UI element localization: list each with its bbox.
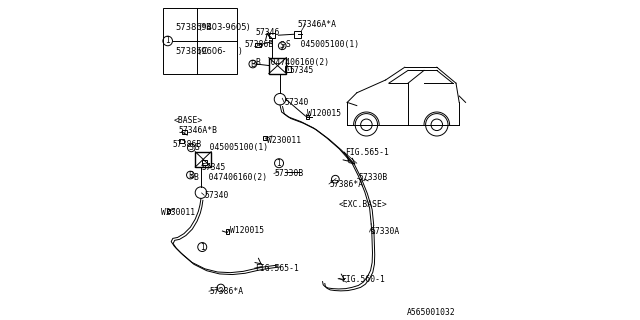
Text: 57330B: 57330B [275, 169, 304, 178]
Text: W120015: W120015 [230, 226, 264, 235]
Text: W230011: W230011 [161, 208, 195, 217]
Bar [285, 66, 291, 72]
Text: 57346A*A: 57346A*A [298, 20, 337, 28]
Text: A565001032: A565001032 [406, 308, 455, 317]
Text: 57345: 57345 [290, 66, 314, 75]
Bar [195, 152, 211, 167]
Text: 57340: 57340 [205, 191, 229, 200]
Bar [182, 130, 187, 134]
Text: W120015: W120015 [307, 109, 341, 118]
Text: 1: 1 [276, 159, 282, 168]
Text: (9606-     ): (9606- ) [198, 47, 242, 56]
Text: FIG.565-1: FIG.565-1 [345, 148, 389, 156]
Bar [226, 229, 230, 234]
Bar [306, 115, 310, 119]
Text: FIG.565-1: FIG.565-1 [255, 264, 299, 273]
Text: B: B [188, 171, 193, 180]
Text: S  045005100(1): S 045005100(1) [285, 40, 359, 49]
Bar [294, 31, 301, 38]
Text: 57386*A: 57386*A [330, 180, 364, 188]
Text: B: B [250, 60, 255, 68]
Text: 57330A: 57330A [371, 228, 400, 236]
Bar [264, 136, 267, 140]
Bar [202, 160, 207, 165]
Text: <EXC.BASE>: <EXC.BASE> [339, 200, 387, 209]
Text: 57340: 57340 [285, 98, 309, 107]
Text: S  045005100(1): S 045005100(1) [195, 143, 268, 152]
Text: W230011: W230011 [267, 136, 301, 145]
Text: 57386*B: 57386*B [175, 23, 212, 32]
Text: S: S [280, 41, 285, 50]
Text: <BASE>: <BASE> [173, 116, 203, 124]
Bar [179, 139, 184, 143]
Bar [269, 33, 275, 38]
Text: 57346A*B: 57346A*B [179, 126, 218, 135]
Text: 57386*A: 57386*A [210, 287, 244, 296]
Bar [255, 43, 261, 47]
Bar [167, 209, 170, 213]
Text: S: S [189, 143, 194, 152]
Text: (9403-9605): (9403-9605) [198, 23, 250, 32]
Text: 57386B: 57386B [172, 140, 202, 148]
Text: 57346: 57346 [255, 28, 280, 36]
Bar [163, 8, 237, 74]
Text: B  047406160(2): B 047406160(2) [193, 173, 267, 182]
Text: 1: 1 [165, 36, 170, 45]
Text: B  047406160(2): B 047406160(2) [256, 58, 329, 67]
Text: 57345: 57345 [202, 163, 226, 172]
Text: FIG.560-1: FIG.560-1 [340, 275, 385, 284]
Text: 57386C: 57386C [175, 47, 207, 56]
Text: 1: 1 [200, 243, 205, 252]
Text: 57330B: 57330B [358, 173, 388, 182]
Bar [269, 58, 287, 74]
Text: 57386B: 57386B [244, 40, 273, 49]
